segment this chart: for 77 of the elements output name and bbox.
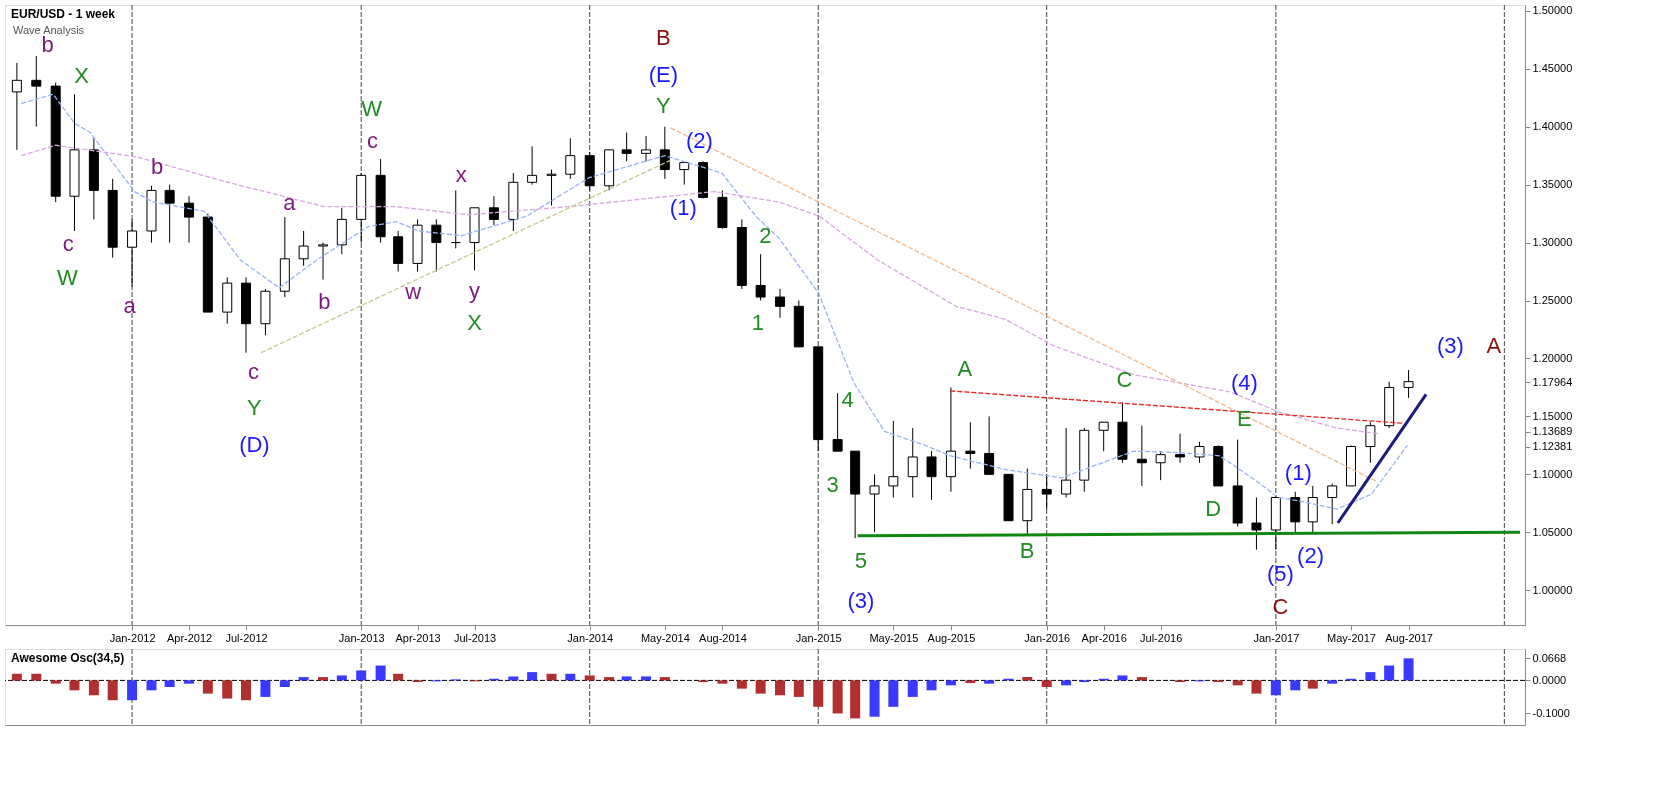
annotation: W <box>361 95 383 121</box>
y-tick-label: 1.40000 <box>1532 120 1573 133</box>
y-tick-label: 1.30000 <box>1532 236 1573 249</box>
annotation: Y <box>656 93 672 119</box>
annotation: y <box>469 278 481 304</box>
annotation: w <box>404 278 422 304</box>
x-tick-label: Apr-2016 <box>1081 631 1127 644</box>
y-tick-label: 1.13689 <box>1532 425 1573 438</box>
annotation: B <box>1019 538 1035 563</box>
chart-title: EUR/USD - 1 week <box>11 7 116 21</box>
annotation: A <box>957 355 973 381</box>
y-tick-label: 1.05000 <box>1532 525 1573 538</box>
x-tick-label: May-2014 <box>640 631 690 644</box>
y-tick-label: 0.0000 <box>1532 673 1567 686</box>
y-tick-label: 1.10000 <box>1532 467 1573 480</box>
annotation: a <box>123 292 137 318</box>
annotation: x <box>455 161 467 187</box>
annotation: (3) <box>847 587 875 613</box>
annotation: W <box>56 265 78 291</box>
annotation: b <box>318 288 331 314</box>
annotation: (2) <box>1297 543 1324 569</box>
y-tick-label: -0.1000 <box>1532 706 1570 719</box>
annotation: B <box>656 25 671 51</box>
x-tick-label: Jan-2013 <box>338 631 385 644</box>
x-tick-label: Apr-2012 <box>166 631 213 644</box>
y-tick-label: 1.12381 <box>1532 440 1573 453</box>
annotation: (5) <box>1266 560 1294 586</box>
x-tick-label: Aug-2014 <box>699 631 747 644</box>
x-tick-label: Jan-2014 <box>567 631 614 644</box>
y-tick-label: 1.25000 <box>1532 294 1573 307</box>
x-tick-label: May-2017 <box>1327 631 1376 644</box>
annotation: Wave Analysis <box>13 24 85 36</box>
annotation: A <box>1486 333 1502 359</box>
annotation: 1 <box>751 309 765 335</box>
x-tick-label: Jan-2016 <box>1024 631 1071 644</box>
x-tick-label: May-2015 <box>869 631 919 644</box>
x-tick-label: Jan-2015 <box>795 631 842 644</box>
annotation: C <box>1116 367 1133 393</box>
y-tick-label: 1.35000 <box>1532 178 1573 191</box>
annotation: a <box>283 189 297 215</box>
y-tick-label: 1.15000 <box>1532 409 1573 422</box>
y-tick-label: 1.50000 <box>1532 4 1573 17</box>
annotation: b <box>150 154 164 180</box>
x-tick-label: Apr-2013 <box>395 631 441 644</box>
chart-title: Awesome Osc(34,5) <box>11 651 125 665</box>
x-tick-label: Jul-2016 <box>1140 631 1183 644</box>
annotation: C <box>1272 593 1289 619</box>
annotation: (1) <box>669 195 697 221</box>
x-tick-label: Jan-2017 <box>1253 631 1300 644</box>
x-tick-label: Aug-2017 <box>1385 631 1433 644</box>
x-tick-label: Aug-2015 <box>927 631 976 644</box>
x-tick-label: Jan-2012 <box>109 631 156 644</box>
annotation: 3 <box>826 472 839 498</box>
annotation: 5 <box>854 547 868 573</box>
annotation: (2) <box>685 128 713 154</box>
annotation: (4) <box>1230 370 1258 396</box>
annotation: (1) <box>1284 460 1312 486</box>
annotation: c <box>247 359 259 385</box>
y-tick-label: 1.45000 <box>1532 62 1573 75</box>
annotation: D <box>1205 496 1222 522</box>
annotation: c <box>62 231 74 257</box>
annotation: Y <box>247 394 263 420</box>
x-tick-label: Jul-2012 <box>225 631 268 644</box>
annotation: X <box>74 63 90 89</box>
annotation: X <box>467 309 483 335</box>
annotation: E <box>1237 406 1252 432</box>
annotation: c <box>366 128 378 154</box>
annotation: (E) <box>648 62 679 88</box>
annotation: (D) <box>239 431 270 457</box>
y-tick-label: 1.20000 <box>1532 351 1573 364</box>
annotation: (3) <box>1436 333 1464 359</box>
annotation: 4 <box>841 387 854 413</box>
x-tick-label: Jul-2013 <box>453 631 497 644</box>
y-tick-label: 1.17964 <box>1532 375 1573 388</box>
y-tick-label: 0.0668 <box>1532 651 1567 664</box>
y-tick-label: 1.00000 <box>1532 583 1573 596</box>
annotation: 2 <box>759 223 772 249</box>
